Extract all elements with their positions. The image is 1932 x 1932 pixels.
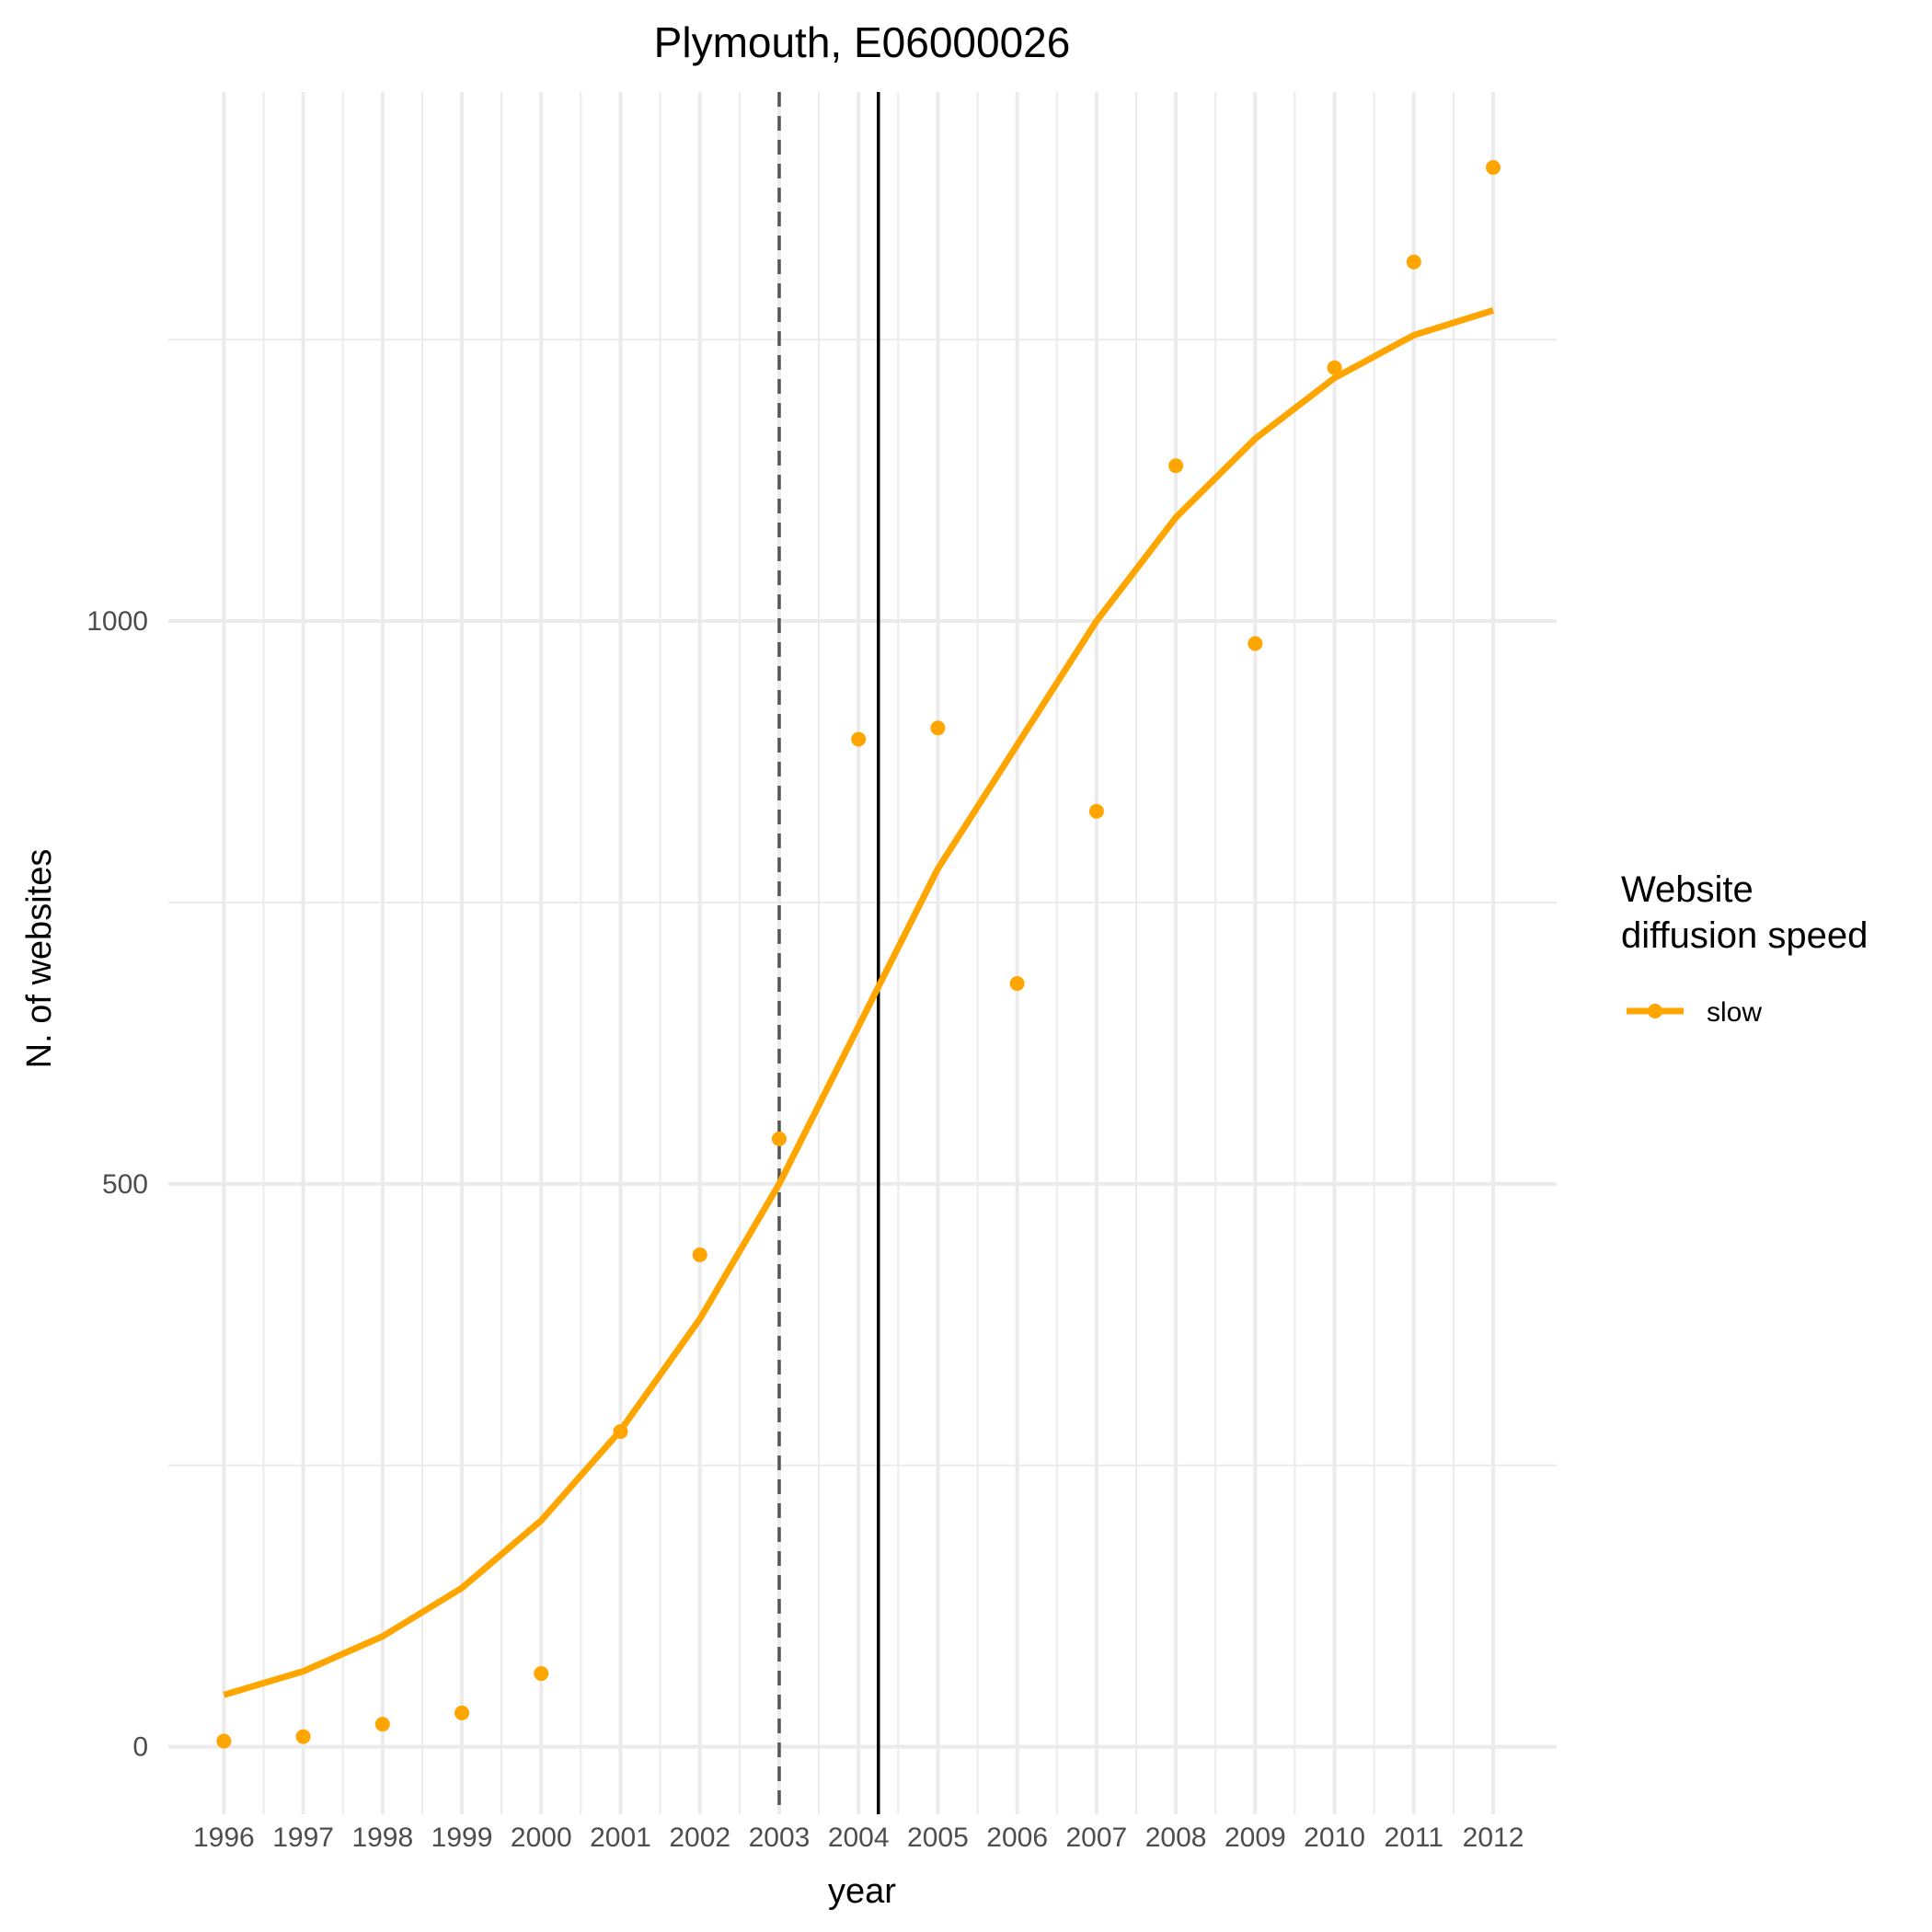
reference-lines bbox=[777, 92, 880, 1814]
data-points bbox=[216, 159, 1501, 1749]
x-tick-label: 2008 bbox=[1145, 1823, 1207, 1853]
x-tick-label: 2003 bbox=[749, 1823, 811, 1853]
y-tick-label: 500 bbox=[102, 1169, 148, 1200]
x-tick-label: 2009 bbox=[1225, 1823, 1286, 1853]
data-point bbox=[851, 731, 867, 747]
fitted-line-slow bbox=[223, 307, 1495, 1698]
data-point bbox=[613, 1424, 628, 1439]
x-tick-label: 2000 bbox=[511, 1823, 572, 1853]
x-tick-label: 2007 bbox=[1065, 1823, 1127, 1853]
data-point bbox=[295, 1729, 311, 1744]
data-point bbox=[1406, 254, 1421, 270]
x-tick-label: 1998 bbox=[351, 1823, 413, 1853]
x-tick-label: 2005 bbox=[907, 1823, 969, 1853]
y-tick-label: 1000 bbox=[86, 606, 148, 637]
legend-title-line-2: diffusion speed bbox=[1621, 915, 1868, 956]
data-point bbox=[454, 1705, 470, 1720]
data-point bbox=[1486, 159, 1501, 175]
y-tick-labels: 0 500 1000 bbox=[86, 606, 148, 1763]
data-point bbox=[1327, 360, 1342, 375]
chart-title: Plymouth, E06000026 bbox=[654, 18, 1071, 66]
x-tick-label: 2011 bbox=[1385, 1823, 1444, 1853]
y-axis-title: N. of websites bbox=[20, 849, 59, 1069]
x-axis-title: year bbox=[828, 1872, 896, 1911]
legend-title-line-1: Website bbox=[1621, 869, 1754, 910]
data-point bbox=[692, 1247, 707, 1262]
data-point bbox=[1168, 458, 1184, 474]
legend-key-point bbox=[1648, 1004, 1662, 1018]
x-tick-label: 1997 bbox=[272, 1823, 334, 1853]
data-point bbox=[771, 1131, 787, 1146]
x-tick-label: 1996 bbox=[193, 1823, 255, 1853]
data-point bbox=[930, 720, 946, 736]
data-point bbox=[534, 1666, 549, 1682]
x-tick-label: 1999 bbox=[431, 1823, 493, 1853]
x-tick-labels: 1996 1997 1998 1999 2000 2001 2002 2003 2004 2005… bbox=[193, 1823, 1524, 1853]
grid bbox=[168, 92, 1557, 1814]
fitted-line bbox=[223, 307, 1495, 1698]
legend-label-slow: slow bbox=[1707, 997, 1762, 1028]
x-tick-label: 2002 bbox=[669, 1823, 730, 1853]
x-tick-label: 2001 bbox=[590, 1823, 651, 1853]
x-tick-label: 2012 bbox=[1463, 1823, 1524, 1853]
data-point bbox=[374, 1717, 390, 1732]
x-tick-label: 2010 bbox=[1304, 1823, 1365, 1853]
data-point bbox=[1009, 976, 1025, 992]
data-point bbox=[1088, 803, 1104, 819]
legend: Website diffusion speed slow bbox=[1621, 869, 1868, 1028]
data-point bbox=[216, 1733, 232, 1749]
x-tick-label: 2004 bbox=[828, 1823, 890, 1853]
data-point bbox=[1248, 636, 1263, 651]
x-tick-label: 2006 bbox=[986, 1823, 1048, 1853]
y-tick-label: 0 bbox=[132, 1732, 148, 1763]
